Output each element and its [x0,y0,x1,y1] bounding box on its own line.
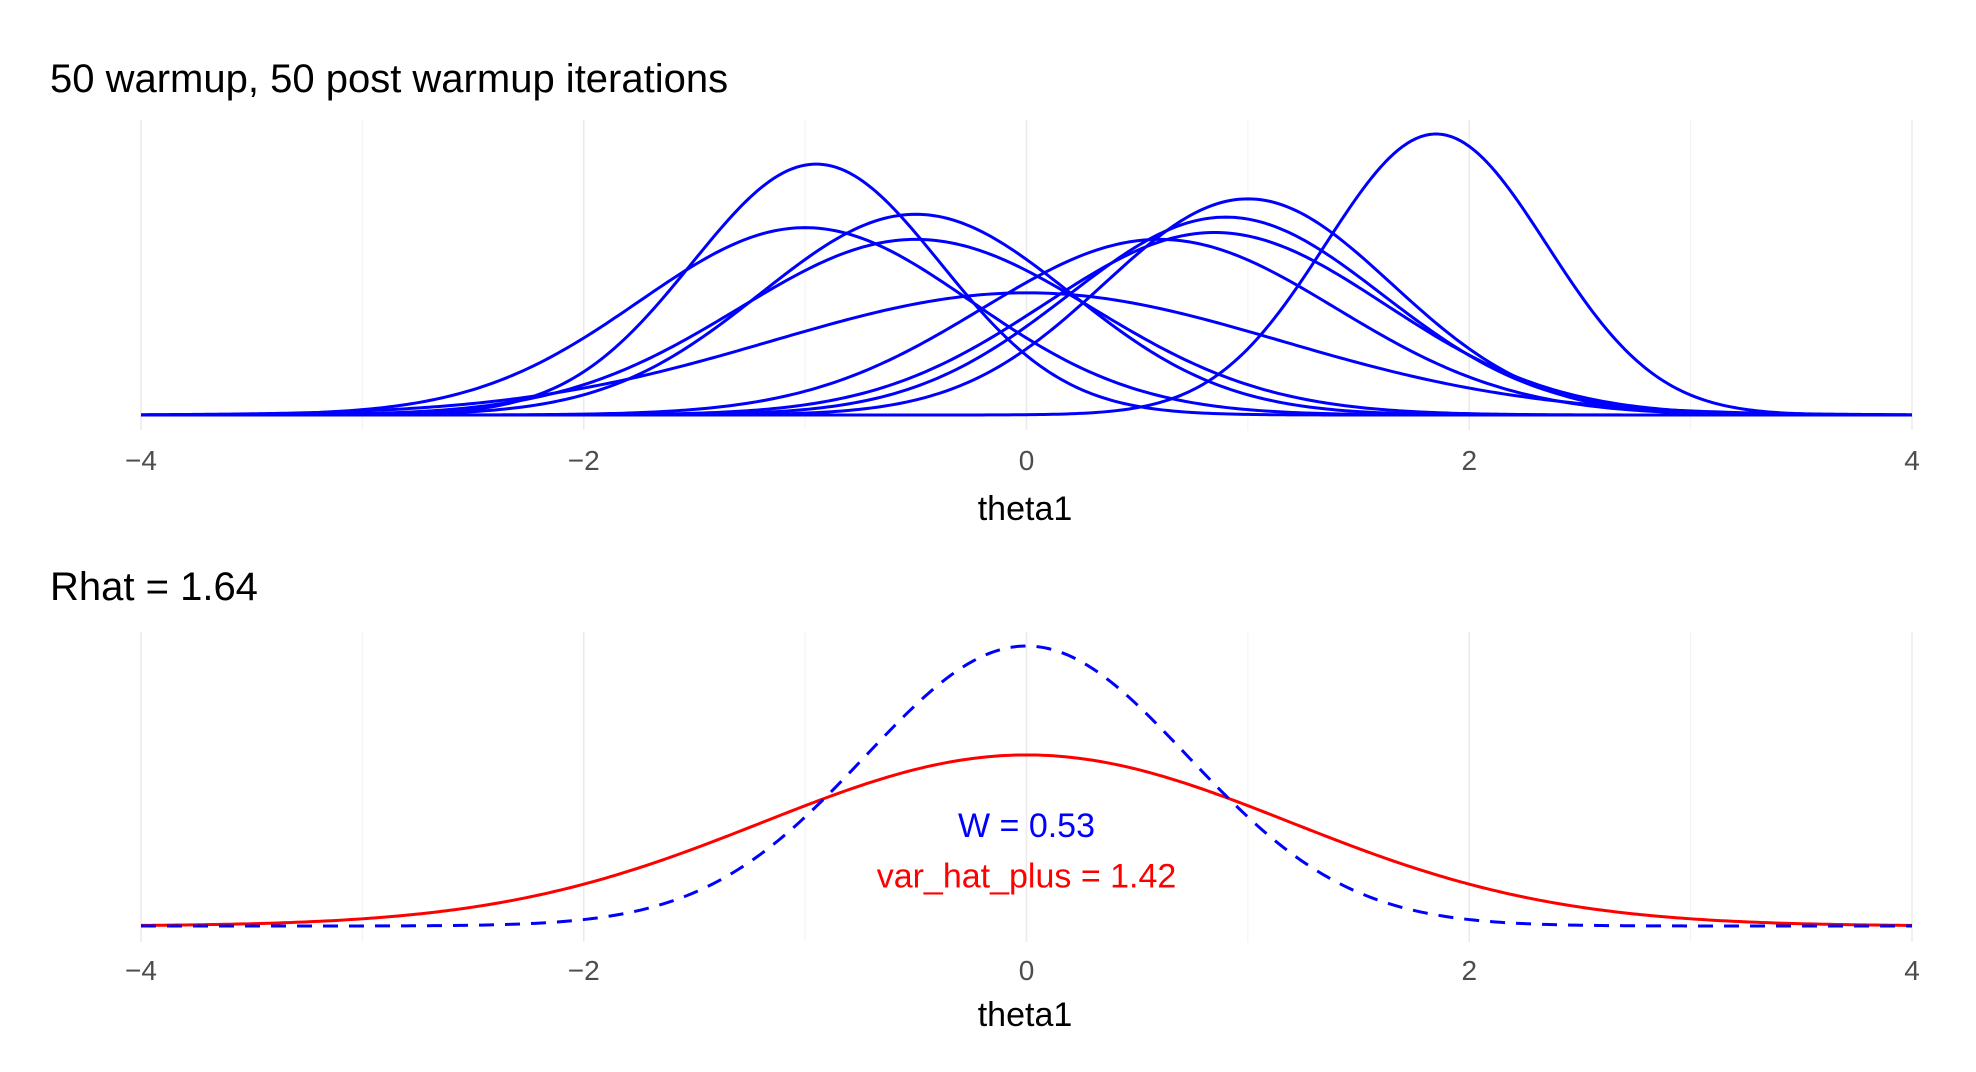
top-panel-title: 50 warmup, 50 post warmup iterations [50,57,728,101]
x-tick-label: 4 [1904,955,1920,986]
top-panel-grid [140,120,1913,430]
x-tick-label: −4 [125,445,157,476]
bottom-panel-x-axis-label: theta1 [978,996,1073,1034]
annotation-w: W = 0.53 [958,807,1095,845]
x-tick-label: −2 [568,445,600,476]
x-tick-label: −2 [568,955,600,986]
within-chain-density-line [141,644,1912,928]
top-panel-x-axis-label: theta1 [978,490,1073,528]
bottom-panel-densities [140,644,1913,928]
bottom-panel-x-ticks: −4 −2 0 2 4 [125,955,1920,986]
annotation-var-hat-plus: var_hat_plus = 1.42 [877,858,1177,896]
x-tick-label: 0 [1019,445,1035,476]
bottom-panel-title: Rhat = 1.64 [50,565,258,609]
x-tick-label: 4 [1904,445,1920,476]
chain-density-line-10 [141,132,1912,417]
x-tick-label: 2 [1461,445,1477,476]
bottom-panel-grid [140,632,1913,942]
chain-density-line-4 [141,237,1912,417]
x-tick-label: 0 [1019,955,1035,986]
top-panel-x-ticks: −4 −2 0 2 4 [125,445,1920,476]
x-tick-label: 2 [1461,955,1477,986]
x-tick-label: −4 [125,955,157,986]
top-panel-chain-densities [140,132,1913,417]
var-hat-plus-density-line [140,753,1913,927]
